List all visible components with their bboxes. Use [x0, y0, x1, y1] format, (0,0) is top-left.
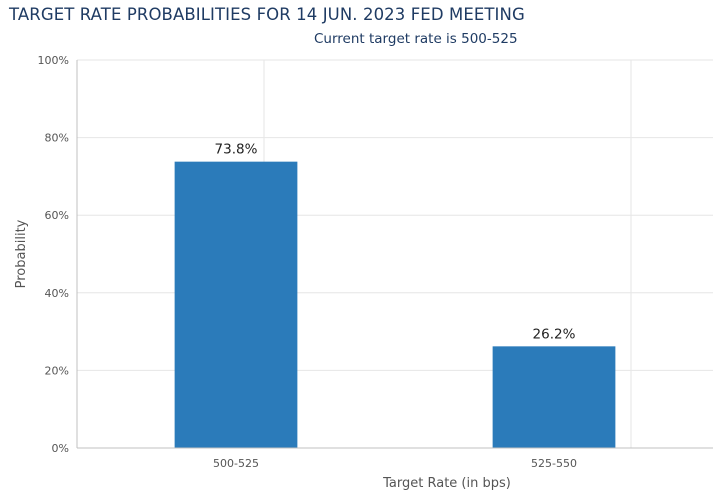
- x-axis-title: Target Rate (in bps): [382, 476, 511, 491]
- data-label-525-550: 26.2%: [533, 326, 576, 342]
- bars: [174, 161, 616, 448]
- data-label-500-525: 73.8%: [215, 142, 258, 158]
- y-tick-labels: 0% 20% 40% 60% 80% 100%: [38, 54, 69, 455]
- y-tick-label: 80%: [45, 132, 69, 145]
- horizontal-gridlines: [77, 59, 713, 371]
- y-tick-label: 100%: [38, 54, 69, 67]
- x-tick-label-525-550: 525-550: [531, 457, 577, 470]
- data-labels: 73.8% 26.2%: [215, 142, 576, 343]
- chart-title: TARGET RATE PROBABILITIES FOR 14 JUN. 20…: [9, 5, 525, 24]
- y-axis-title: Probability: [14, 219, 29, 288]
- y-tick-label: 20%: [45, 364, 69, 377]
- y-tick-label: 60%: [45, 209, 69, 222]
- x-tick-labels: 500-525 525-550: [213, 457, 577, 470]
- y-tick-label: 40%: [45, 287, 69, 300]
- x-tick-label-500-525: 500-525: [213, 457, 259, 470]
- bar-500-525[interactable]: [174, 161, 298, 448]
- bar-525-550[interactable]: [492, 346, 616, 448]
- y-tick-label: 0%: [52, 442, 69, 455]
- chart-subtitle: Current target rate is 500-525: [314, 31, 518, 47]
